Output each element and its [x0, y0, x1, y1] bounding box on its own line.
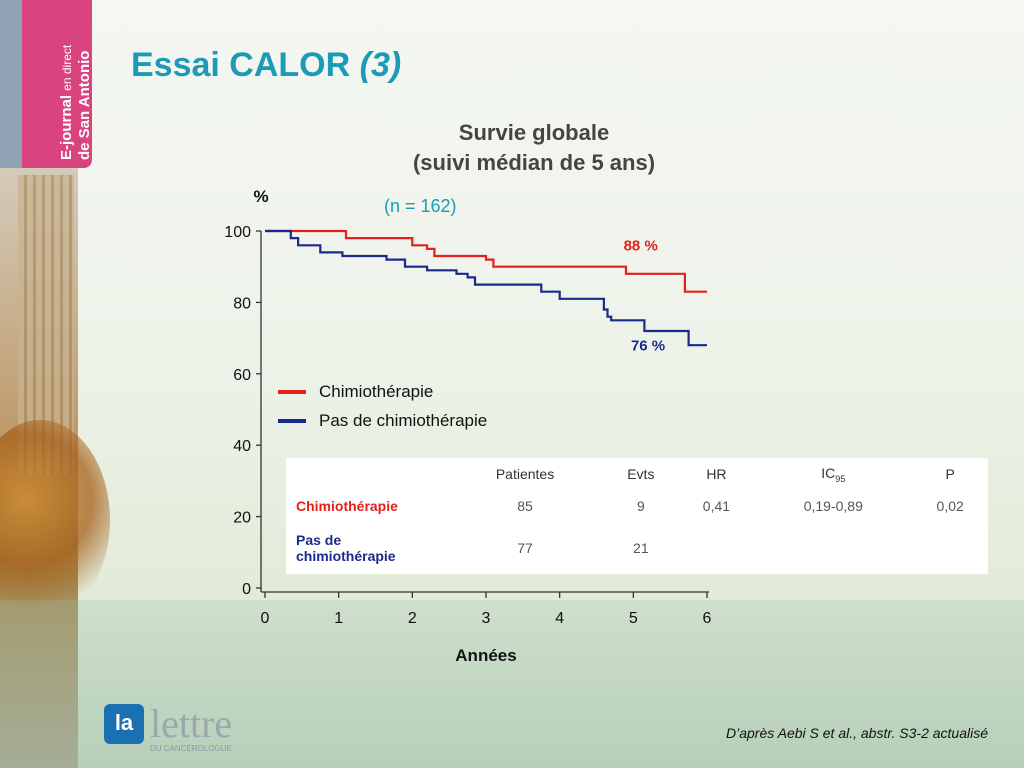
- background-river: [0, 600, 1024, 768]
- chart-title: Survie globale (suivi médian de 5 ans): [384, 118, 684, 178]
- event-banner: E-journal en direct de San Antonio: [0, 0, 93, 168]
- chart-legend: Chimiothérapie Pas de chimiothérapie: [278, 377, 487, 435]
- table-row: Chimiothérapie 85 9 0,41 0,19-0,89 0,02: [286, 490, 988, 522]
- cell-hr: 0,41: [702, 498, 731, 514]
- cell-p: 0,02: [936, 498, 964, 514]
- row-label-line1: Pas de: [296, 532, 342, 548]
- source-citation: D’après Aebi S et al., abstr. S3-2 actua…: [726, 725, 988, 741]
- publisher-logo: la lettre DU CANCÉROLOGUE: [104, 701, 233, 753]
- y-tick-label: 20: [233, 510, 251, 527]
- cell-evts: 21: [633, 540, 649, 556]
- legend-label-chemo: Chimiothérapie: [319, 381, 434, 401]
- header-ic-label: IC: [821, 464, 836, 481]
- results-table: Patientes Evts HR IC95 P Chimiothérapie …: [286, 458, 988, 574]
- legend-item-no-chemo: Pas de chimiothérapie: [278, 406, 487, 435]
- x-tick-label: 0: [261, 610, 270, 627]
- slide-title: Essai CALOR (3): [131, 46, 401, 85]
- table-corner: [286, 458, 447, 490]
- cell-p: [912, 522, 988, 574]
- header-ic: IC95: [754, 458, 912, 490]
- x-axis-label: Années: [455, 646, 516, 665]
- chart-title-line2: (suivi médian de 5 ans): [412, 150, 656, 175]
- legend-swatch-no-chemo: [278, 418, 306, 423]
- header-ic-sub: 95: [835, 473, 846, 484]
- header-hr: HR: [706, 466, 727, 482]
- logo-word: lettre: [150, 701, 233, 746]
- header-patientes: Patientes: [495, 466, 555, 482]
- series-end-label-0: 88 %: [624, 238, 658, 255]
- cell-hr: [679, 522, 755, 574]
- logo-subtitle: DU CANCÉROLOGUE: [150, 744, 232, 753]
- header-p: P: [945, 466, 955, 482]
- row-label-chemo: Chimiothérapie: [296, 498, 398, 514]
- cell-patientes: 77: [517, 540, 533, 556]
- y-tick-label: 60: [233, 367, 251, 384]
- legend-item-chemo: Chimiothérapie: [278, 377, 487, 406]
- cell-patientes: 85: [517, 498, 533, 514]
- y-tick-label: 80: [233, 295, 251, 312]
- slide-title-main: Essai CALOR: [131, 46, 360, 84]
- table-row: Pas de chimiothérapie 77 21: [286, 522, 988, 574]
- chart-sample-size: (n = 162): [384, 196, 457, 216]
- series-end-label-1: 76 %: [631, 338, 665, 355]
- header-evts: Evts: [627, 466, 655, 482]
- x-tick-label: 5: [629, 610, 638, 627]
- background-tree: [0, 420, 110, 620]
- row-label-no-chemo: Pas de chimiothérapie: [286, 522, 447, 574]
- y-tick-label: 40: [233, 438, 251, 455]
- series-line-0: [265, 229, 707, 293]
- y-axis-label: %: [253, 187, 268, 206]
- y-tick-label: 0: [242, 581, 251, 598]
- cell-ic: [754, 522, 912, 574]
- x-tick-label: 3: [482, 610, 491, 627]
- slide-title-number: (3): [359, 46, 402, 84]
- row-label-line2: chimiothérapie: [296, 548, 396, 564]
- x-tick-label: 6: [703, 610, 712, 627]
- legend-swatch-chemo: [278, 389, 306, 394]
- chart-title-line1: Survie globale: [458, 120, 610, 145]
- x-tick-label: 2: [408, 610, 417, 627]
- legend-label-no-chemo: Pas de chimiothérapie: [319, 410, 488, 430]
- series-line-1: [265, 229, 707, 347]
- table-header-row: Patientes Evts HR IC95 P: [286, 458, 988, 490]
- x-tick-label: 1: [334, 610, 343, 627]
- x-tick-label: 4: [555, 610, 564, 627]
- cell-evts: 9: [636, 498, 645, 514]
- y-tick-label: 100: [224, 224, 251, 241]
- cell-ic: 0,19-0,89: [803, 498, 863, 514]
- logo-mark: la: [104, 704, 144, 744]
